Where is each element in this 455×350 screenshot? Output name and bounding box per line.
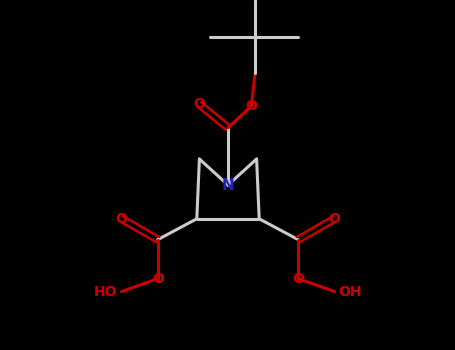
Text: O: O: [193, 97, 205, 111]
Text: O: O: [329, 212, 340, 226]
Text: O: O: [152, 272, 164, 286]
Text: O: O: [245, 99, 258, 113]
Text: O: O: [116, 212, 127, 226]
Text: HO: HO: [94, 285, 117, 299]
Text: N: N: [222, 177, 234, 192]
Text: OH: OH: [339, 285, 362, 299]
Text: O: O: [292, 272, 304, 286]
